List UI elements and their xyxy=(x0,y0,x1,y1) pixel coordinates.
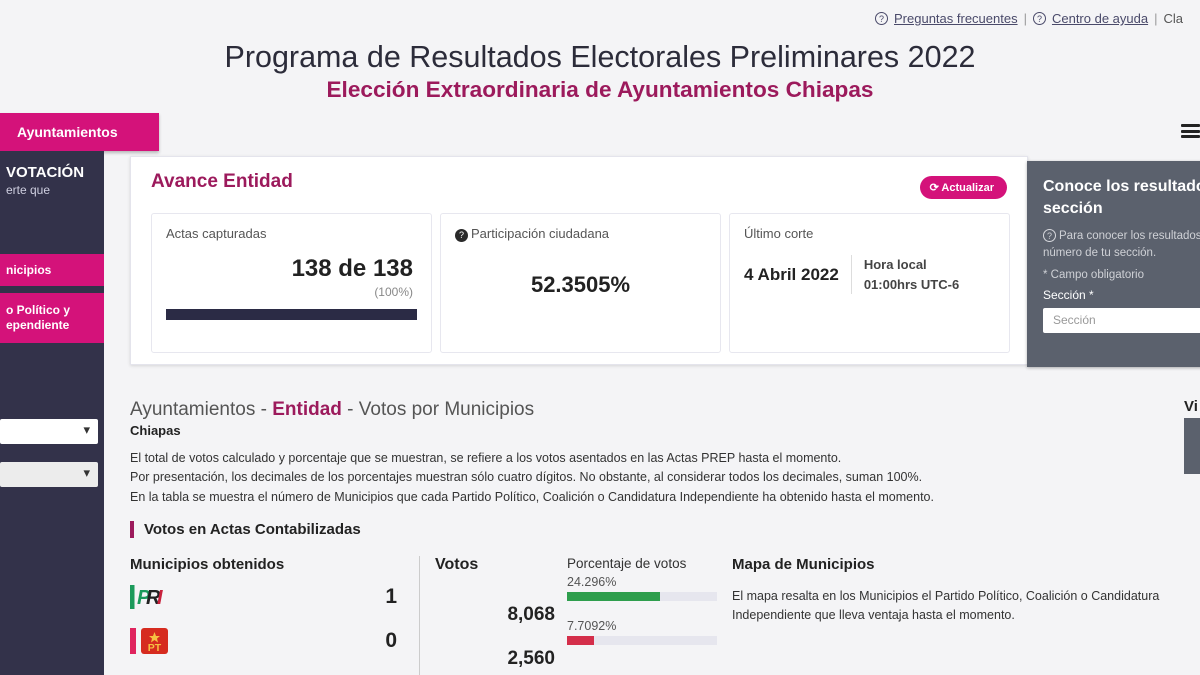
svg-text:PT: PT xyxy=(148,642,162,654)
svg-text:I: I xyxy=(157,587,163,609)
